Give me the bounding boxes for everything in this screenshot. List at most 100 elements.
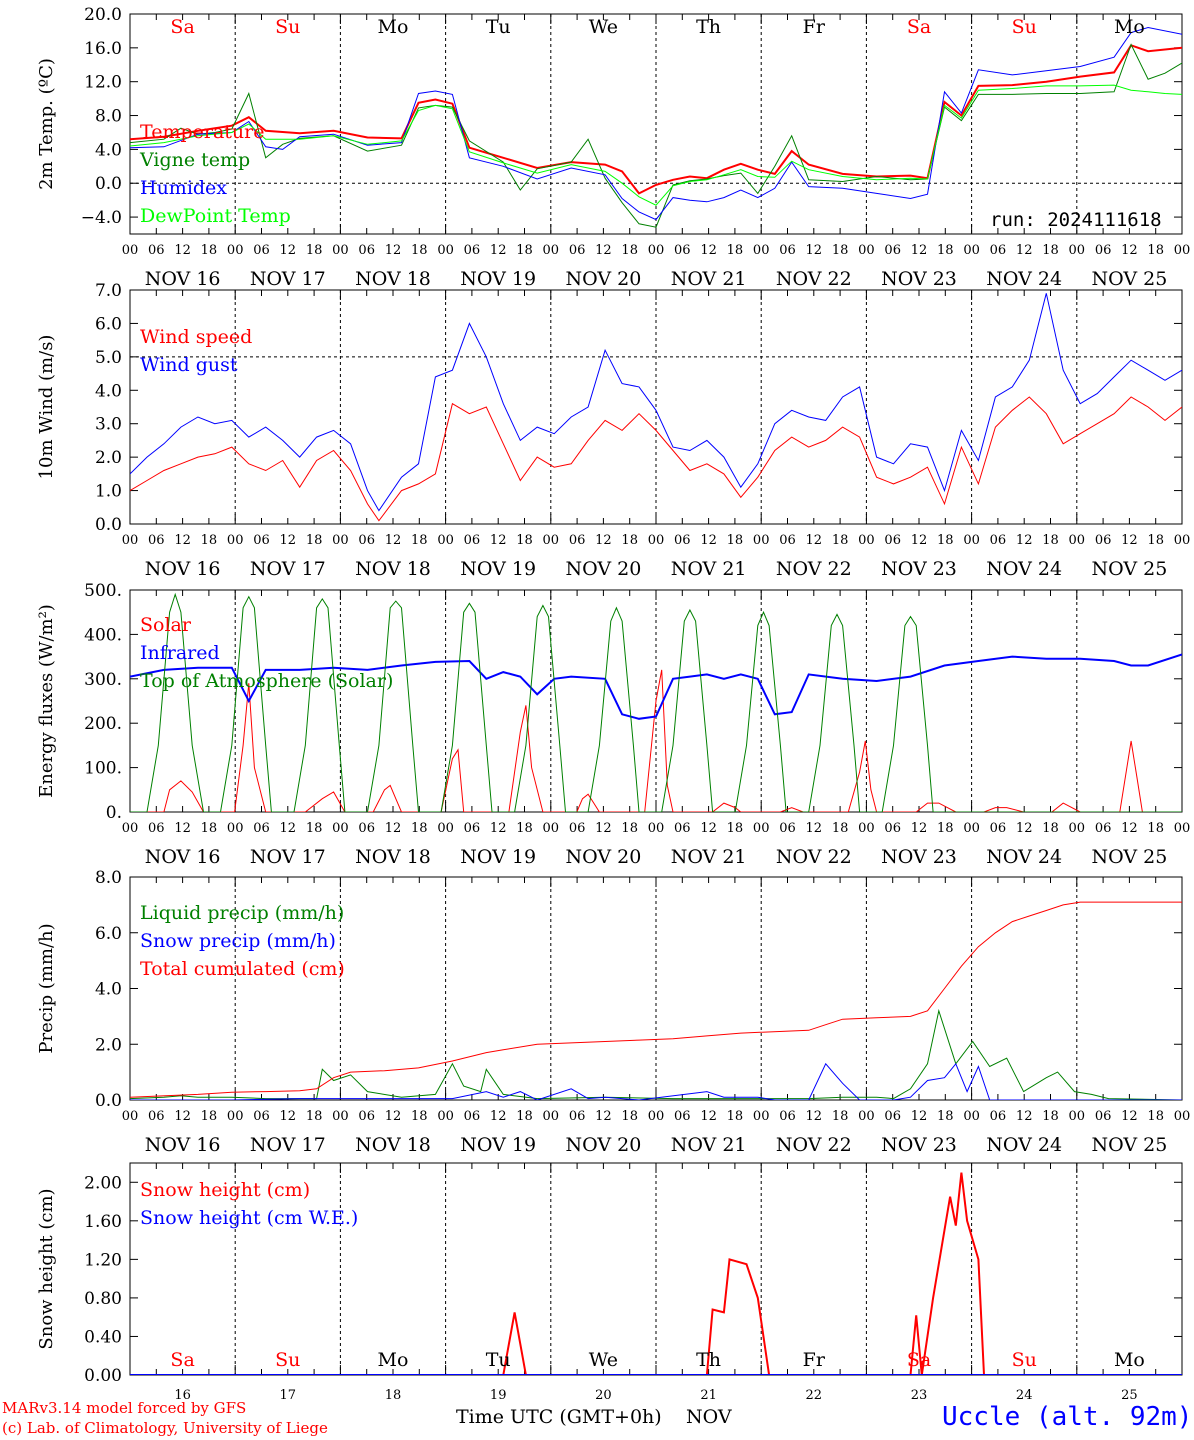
- hour-label: 18: [937, 243, 954, 258]
- hour-label: 06: [358, 821, 375, 836]
- y-tick-label: 6.0: [95, 314, 122, 334]
- date-label: NOV 20: [565, 268, 641, 290]
- legend-entry: Snow height (cm): [140, 1179, 310, 1201]
- hour-label: 00: [543, 243, 560, 258]
- legend-entry: Wind gust: [140, 354, 238, 376]
- hour-label: 12: [280, 1109, 297, 1124]
- hour-label: 06: [253, 1109, 270, 1124]
- day-abbr: Mo: [378, 16, 409, 38]
- hour-label: 06: [674, 821, 691, 836]
- date-label: NOV 19: [460, 1134, 536, 1156]
- hour-label: 12: [806, 243, 823, 258]
- y-tick-label: 1.60: [84, 1212, 122, 1232]
- date-label: NOV 17: [250, 846, 326, 868]
- date-label: NOV 21: [671, 268, 747, 290]
- hour-label: 18: [516, 821, 533, 836]
- hour-label: 18: [516, 1109, 533, 1124]
- legend-entry: Snow precip (mm/h): [140, 930, 336, 952]
- date-label: NOV 19: [460, 846, 536, 868]
- y-tick-label: 2.00: [84, 1173, 122, 1193]
- day-number: 22: [806, 1388, 823, 1403]
- hour-label: 06: [779, 533, 796, 548]
- hour-label: 12: [1121, 243, 1138, 258]
- hour-label: 00: [437, 1109, 454, 1124]
- y-tick-label: 2.0: [95, 1035, 122, 1055]
- hour-label: 00: [227, 1109, 244, 1124]
- y-tick-label: 3.0: [95, 415, 122, 435]
- hour-label: 12: [911, 243, 928, 258]
- date-label: NOV 24: [986, 268, 1062, 290]
- hour-label: 12: [595, 243, 612, 258]
- date-label: NOV 20: [565, 558, 641, 580]
- y-tick-label: 200.: [84, 714, 122, 734]
- y-tick-label: 0.0: [95, 174, 122, 194]
- hour-label: 06: [569, 821, 586, 836]
- y-tick-label: 16.0: [84, 39, 122, 59]
- hour-label: 06: [779, 1109, 796, 1124]
- y-tick-label: 12.0: [84, 73, 122, 93]
- hour-label: 06: [884, 533, 901, 548]
- day-abbr: Sa: [907, 16, 931, 38]
- y-tick-label: 20.0: [84, 5, 122, 25]
- model-line: MARv3.14 model forced by GFS: [2, 1399, 247, 1417]
- hour-label: 12: [700, 533, 717, 548]
- hour-label: 06: [1095, 243, 1112, 258]
- hour-label: 00: [1069, 243, 1086, 258]
- hour-label: 00: [753, 533, 770, 548]
- hour-label: 06: [990, 533, 1007, 548]
- date-label: NOV 16: [145, 268, 221, 290]
- hour-label: 00: [122, 243, 139, 258]
- hour-label: 06: [464, 821, 481, 836]
- hour-label: 18: [727, 1109, 744, 1124]
- hour-label: 18: [1147, 243, 1164, 258]
- hour-label: 00: [858, 533, 875, 548]
- hour-label: 06: [884, 243, 901, 258]
- y-axis-label: 2m Temp. (ºC): [36, 58, 57, 190]
- hour-label: 06: [148, 533, 165, 548]
- hour-label: 12: [490, 243, 507, 258]
- series-line-dewpoint-temp: [130, 84, 1182, 206]
- hour-label: 12: [911, 821, 928, 836]
- date-label: NOV 18: [355, 268, 431, 290]
- hour-label: 12: [1016, 821, 1033, 836]
- hour-label: 06: [569, 533, 586, 548]
- hour-label: 06: [253, 533, 270, 548]
- date-label: NOV 25: [1091, 558, 1167, 580]
- hour-label: 06: [358, 533, 375, 548]
- series-line-vigne-temp: [130, 43, 1182, 228]
- y-tick-label: 1.0: [95, 482, 122, 502]
- hour-label: 18: [621, 243, 638, 258]
- station-label: Uccle (alt. 92m): [942, 1402, 1193, 1432]
- hour-label: 18: [201, 1109, 218, 1124]
- hour-label: 12: [280, 821, 297, 836]
- hour-label: 12: [1121, 821, 1138, 836]
- day-abbr: Fr: [803, 16, 826, 38]
- hour-label: 00: [648, 1109, 665, 1124]
- hour-label: 18: [411, 243, 428, 258]
- hour-label: 18: [937, 533, 954, 548]
- date-label: NOV 23: [881, 1134, 957, 1156]
- hour-label: 00: [227, 821, 244, 836]
- date-label: NOV 25: [1091, 1134, 1167, 1156]
- hour-label: 12: [595, 533, 612, 548]
- series-line-temperature: [130, 44, 1182, 195]
- y-axis-label: Snow height (cm): [36, 1188, 57, 1349]
- hour-label: 12: [385, 821, 402, 836]
- series-line-total-cumulated-cm-: [130, 901, 1182, 1098]
- hour-label: 00: [122, 821, 139, 836]
- hour-label: 00: [332, 1109, 349, 1124]
- date-label: NOV 22: [776, 558, 852, 580]
- hour-label: 18: [832, 243, 849, 258]
- date-label: NOV 23: [881, 268, 957, 290]
- hour-label: 12: [806, 821, 823, 836]
- hour-label: 00: [437, 821, 454, 836]
- hour-label: 00: [1069, 533, 1086, 548]
- hour-label: 12: [280, 243, 297, 258]
- hour-label: 18: [1042, 243, 1059, 258]
- hour-label: 00: [963, 533, 980, 548]
- hour-label: 12: [490, 1109, 507, 1124]
- panel-precip: 8.0 6.0 4.0 2.0 0.0 Precip (mm/h) Liquid preci…: [36, 868, 1190, 1156]
- date-label: NOV 16: [145, 558, 221, 580]
- hour-label: 18: [937, 821, 954, 836]
